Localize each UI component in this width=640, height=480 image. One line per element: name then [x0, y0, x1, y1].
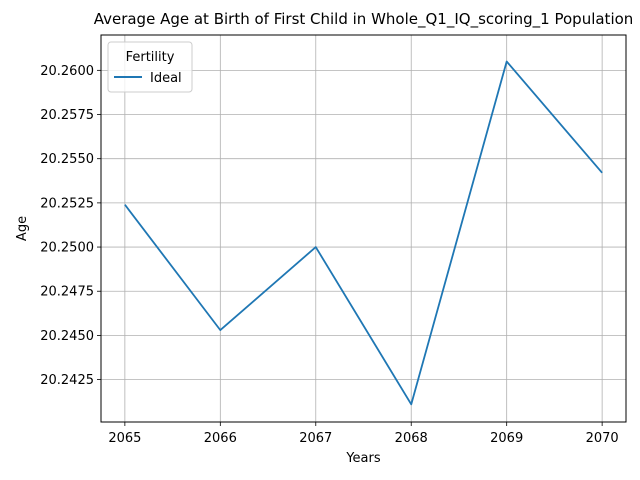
x-tick-label: 2069: [490, 431, 523, 446]
legend: Fertility Ideal: [107, 41, 193, 93]
legend-title: Fertility: [126, 50, 175, 65]
legend-label-ideal: Ideal: [150, 71, 182, 86]
grid: [101, 35, 626, 422]
series-line-ideal: [124, 60, 603, 406]
plot-area-frame: [100, 34, 627, 423]
x-tick-label: 2068: [395, 431, 428, 446]
y-tick-label: 20.2525: [40, 196, 94, 211]
x-tick-label: 2065: [108, 431, 141, 446]
y-tick-label: 20.2500: [40, 241, 94, 256]
y-tick-label: 20.2600: [40, 64, 94, 79]
x-tick-label: 2070: [586, 431, 619, 446]
y-axis-title: Age: [15, 216, 30, 241]
y-tick-label: 20.2450: [40, 329, 94, 344]
x-axis-title: Years: [345, 451, 381, 466]
x-tick-label: 2067: [299, 431, 332, 446]
y-tick-label: 20.2550: [40, 152, 94, 167]
y-tick-label: 20.2575: [40, 108, 94, 123]
y-tick-label: 20.2425: [40, 373, 94, 388]
axis-ticks: 2065 2066 2067 2068 2069 2070 20.2425 20.2450 20…: [40, 64, 618, 446]
legend-box: [107, 41, 193, 93]
chart-title: Average Age at Birth of First Child in W…: [94, 10, 634, 29]
x-tick-label: 2066: [204, 431, 237, 446]
series-lines: [124, 60, 603, 406]
y-tick-label: 20.2475: [40, 285, 94, 300]
